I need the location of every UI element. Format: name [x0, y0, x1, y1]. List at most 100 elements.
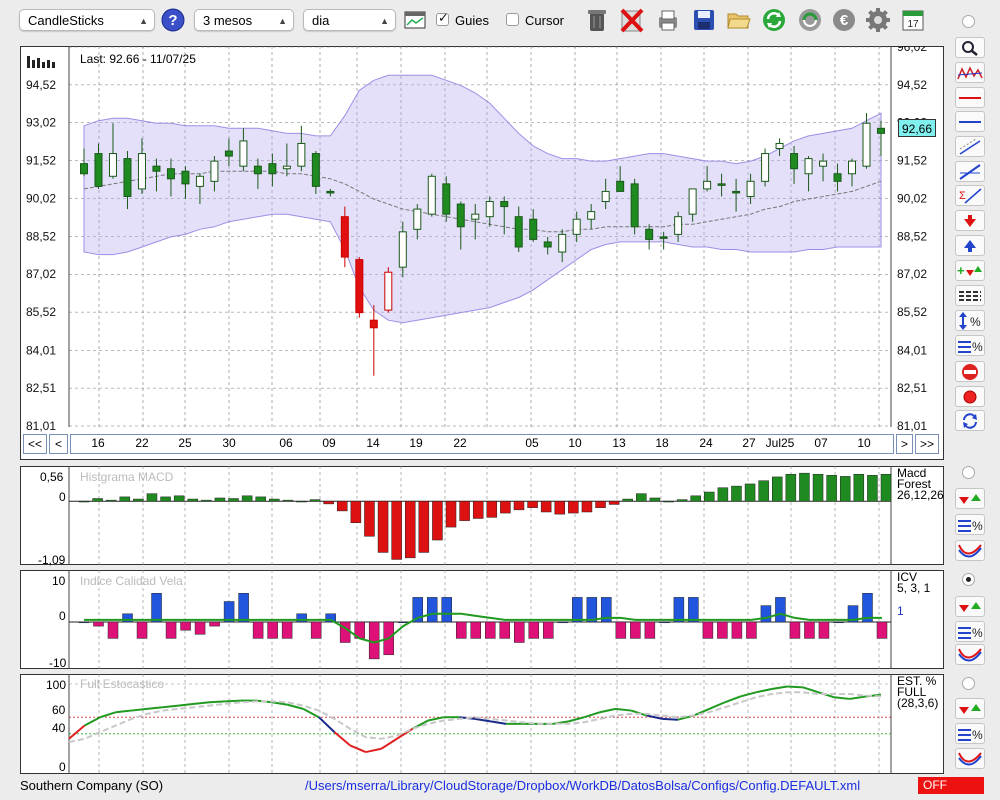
macd-bar [799, 472, 810, 502]
fibonacci-button[interactable]: Σ [955, 185, 985, 206]
icv-bar [847, 605, 859, 623]
icv-bar [673, 597, 685, 623]
macd-percent-button[interactable]: % [955, 514, 985, 535]
channel-button[interactable] [955, 136, 985, 157]
sell-signal-button[interactable] [955, 210, 985, 231]
icv-bar [688, 597, 699, 623]
x-date-label: 24 [699, 436, 713, 450]
icv-bar [601, 597, 612, 623]
icv-signals-button[interactable] [955, 596, 985, 617]
settings-icon[interactable] [865, 6, 891, 34]
x-date-label: 25 [178, 436, 192, 450]
delete-icon[interactable] [619, 6, 645, 34]
y-tick-label-right: 82,51 [897, 381, 927, 395]
macd-panel-radio[interactable] [962, 466, 975, 479]
candle-body [413, 208, 422, 230]
stochastic-fast-segment [849, 695, 866, 700]
price-chart-panel[interactable] [20, 46, 944, 460]
stoch-cross-button[interactable] [955, 748, 985, 769]
record-button[interactable] [955, 386, 985, 407]
stoch-percent-button[interactable]: % [955, 723, 985, 744]
print-icon[interactable] [655, 6, 681, 34]
stochastic-panel[interactable] [20, 674, 944, 774]
macd-bar [676, 499, 688, 502]
percent-range-button[interactable]: % [955, 310, 985, 331]
y-tick-label-left: 84,01 [26, 343, 56, 357]
x-date-label: 09 [322, 436, 336, 450]
up-arrow-blue-icon [964, 239, 976, 252]
select-arrows-icon: ▲ [278, 16, 287, 26]
macd-bar [731, 485, 742, 502]
no-entry-icon [962, 363, 978, 380]
overlay-indicator-button[interactable] [955, 62, 985, 83]
date-scroll-bar[interactable] [70, 434, 894, 454]
icv-cross-button[interactable] [955, 644, 985, 665]
off-status-button[interactable]: OFF [918, 777, 984, 794]
macd-cross-button[interactable] [955, 540, 985, 561]
macd-bar [228, 498, 239, 502]
trash-icon[interactable] [584, 6, 610, 34]
svg-text:%: % [972, 340, 983, 354]
horizontal-line-blue-button[interactable] [955, 111, 985, 132]
select-arrows-icon: ▲ [139, 16, 148, 26]
stochastic-panel-radio[interactable] [962, 677, 975, 690]
nav-prev-button[interactable]: < [49, 434, 68, 454]
refresh-icon[interactable] [761, 6, 787, 34]
nav-next-button[interactable]: > [896, 434, 913, 454]
icv-bar [267, 621, 278, 639]
icv-bar [252, 621, 264, 639]
macd-bar [608, 500, 620, 505]
erase-button[interactable] [955, 361, 985, 382]
icv-bar [514, 621, 525, 643]
macd-bar [649, 497, 661, 502]
macd-bar [269, 498, 280, 502]
macd-histogram[interactable] [20, 466, 944, 565]
icv-panel-radio[interactable] [962, 573, 975, 586]
trendline-button[interactable] [955, 161, 985, 182]
candle-body [601, 190, 610, 203]
icv-percent-button[interactable]: % [955, 621, 985, 642]
help-icon[interactable]: ? [160, 6, 186, 34]
nav-last-button[interactable]: >> [915, 434, 939, 454]
macd-bar [663, 500, 674, 503]
icv-chart[interactable] [20, 570, 944, 669]
guies-checkbox[interactable] [436, 10, 449, 26]
nav-first-button[interactable]: << [23, 434, 47, 454]
add-signals-button[interactable]: + [955, 260, 985, 281]
period-select[interactable]: 3 mesos ▲ [194, 9, 294, 31]
macd-bar [309, 499, 321, 502]
price-chart[interactable]: 94,52 93,02 91,52 90,02 88,52 87,02 85,52 84,01… [20, 46, 944, 460]
update-icon[interactable] [797, 6, 823, 34]
euro-icon[interactable]: € [831, 6, 857, 34]
macd-bar [853, 473, 865, 502]
stochastic-chart[interactable] [20, 674, 944, 774]
open-folder-icon[interactable] [726, 6, 752, 34]
sync-button[interactable] [955, 410, 985, 431]
icv-bar [775, 597, 786, 623]
levels-button[interactable] [955, 285, 985, 306]
candle-body [297, 142, 306, 167]
buy-signal-button[interactable] [955, 235, 985, 256]
zoom-button[interactable] [955, 37, 985, 58]
candle-body [94, 153, 103, 187]
horizontal-line-red-button[interactable] [955, 87, 985, 108]
macd-bar [255, 496, 266, 502]
select-arrows-icon: ▲ [380, 16, 389, 26]
main-panel-radio[interactable] [962, 15, 975, 28]
cursor-checkbox[interactable] [506, 13, 519, 26]
calendar-icon[interactable]: 17 [900, 6, 926, 34]
config-path-link[interactable]: /Users/mserra/Library/CloudStorage/Dropb… [305, 778, 861, 793]
zoom-icon [962, 40, 978, 56]
chart-type-select[interactable]: CandleSticks ▲ [19, 9, 155, 31]
save-icon[interactable] [691, 6, 717, 34]
candle-body [804, 158, 813, 175]
percent-lines-button[interactable]: % [955, 335, 985, 356]
stoch-signals-button[interactable] [955, 698, 985, 719]
macd-bar [486, 500, 498, 518]
chart-window-icon[interactable] [402, 6, 428, 34]
macd-signals-button[interactable] [955, 488, 985, 509]
y-tick-label-right: 90,02 [897, 191, 927, 205]
icv-y-bottom: -10 [49, 656, 67, 670]
interval-select[interactable]: dia ▲ [303, 9, 396, 31]
stoch-y-100: 100 [46, 678, 67, 692]
